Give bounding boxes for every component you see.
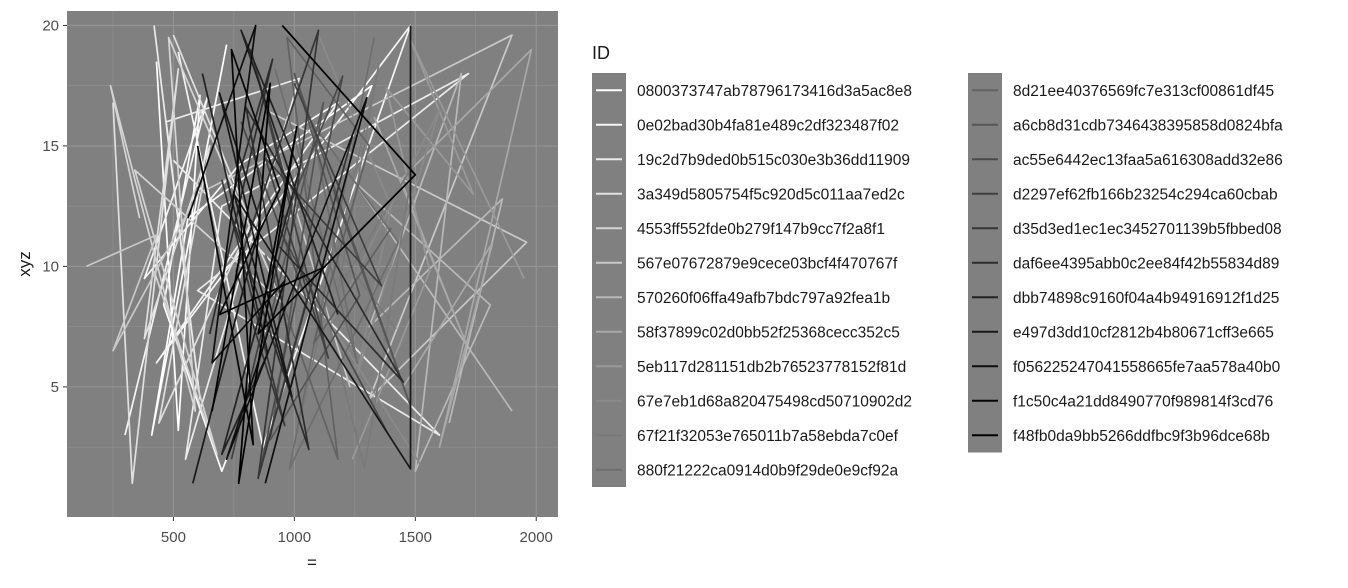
y-tick-label: 5 <box>51 379 59 396</box>
legend-label-3: 19c2d7b9ded0b515c030e3b36dd11909 <box>637 152 910 169</box>
series-line-16 <box>230 48 383 460</box>
x-tick-label: 1500 <box>399 529 432 546</box>
x-tick-label: 2000 <box>520 529 553 546</box>
x-tick-label: 1000 <box>278 529 311 546</box>
series-line-19 <box>201 29 339 456</box>
legend-label-2: 0e02bad30b4fa81e489c2df323487f02 <box>637 117 899 134</box>
legend-label-8: 58f37899c02d0bb52f25368cecc352c5 <box>637 324 900 341</box>
series-lines <box>85 24 533 485</box>
legend-label-1: 0800373747ab78796173416d3a5ac8e8 <box>637 83 912 100</box>
series-line-23 <box>211 24 417 485</box>
legend-label-16: d2297ef62fb166b23254c294ca60cbab <box>1013 186 1278 203</box>
legend-label-4: 3a349d5805754f5c920d5c011aa7ed2c <box>637 186 905 203</box>
series-line-20 <box>191 25 412 484</box>
series-line-8 <box>373 48 533 448</box>
legend-label-10: 67e7eb1d68a820475498cd50710902d2 <box>637 393 912 410</box>
series-line-22 <box>196 48 327 446</box>
series-line-12 <box>274 37 400 470</box>
y-tick-label: 15 <box>42 138 59 155</box>
legend-label-11: 67f21f32053e765011b7a58ebda7c0ef <box>637 428 899 445</box>
legend-label-13: 8d21ee40376569fc7e313cf00861df45 <box>1013 83 1274 100</box>
legend-label-5: 4553ff552fde0b279f147b9cc7f2a8f1 <box>637 221 885 238</box>
x-axis: 500 1000 1500 2000 <box>161 517 553 546</box>
legend-label-14: a6cb8d31cdb7346438395858d0824bfa <box>1013 117 1283 134</box>
legend-label-12: 880f21222ca0914d0b9f29de0e9cf92a <box>637 462 899 479</box>
legend-label-6: 567e07672879e9cece03bcf4f470767f <box>637 255 898 272</box>
legend-entries: 0800373747ab78796173416d3a5ac8e8 0e02bad3… <box>596 83 1283 479</box>
series-line-4 <box>112 34 252 485</box>
series-line-13 <box>264 36 392 461</box>
legend-label-21: f056225247041558665fe7aa578a40b0 <box>1013 359 1281 376</box>
legend-label-22: f1c50c4a21dd8490770f989814f3cd76 <box>1013 393 1273 410</box>
legend-key-background-col1 <box>592 73 626 487</box>
legend-label-7: 570260f06ffa49afb7bdc797a92fea1b <box>637 290 890 307</box>
legend-label-20: e497d3dd10cf2812b4b80671cff3e665 <box>1013 324 1274 341</box>
series-line-18 <box>208 58 405 451</box>
legend: ID 0800373747ab78796173416d3a5ac8e8 0e02b… <box>592 43 1283 487</box>
series-line-21 <box>187 24 368 484</box>
x-tick-label: 500 <box>161 529 186 546</box>
x-axis-title: = <box>307 553 317 572</box>
legend-label-19: dbb74898c9160f04a4b94916912f1d25 <box>1013 290 1279 307</box>
series-line-17 <box>220 29 354 480</box>
y-tick-label: 20 <box>42 17 59 34</box>
y-axis-title: xyz <box>15 251 34 277</box>
legend-label-15: ac55e6442ec13faa5a616308add32e86 <box>1013 152 1283 169</box>
legend-title: ID <box>592 43 610 63</box>
legend-label-17: d35d3ed1ec1ec3452701139b5fbbed08 <box>1013 221 1282 238</box>
legend-label-18: daf6ee4395abb0c2ee84f42b55834d89 <box>1013 255 1279 272</box>
series-line-1 <box>150 44 373 473</box>
legend-label-9: 5eb117d281151db2b76523778152f81d <box>637 359 906 376</box>
legend-label-23: f48fb0da9bb5266ddfbc9f3b96dce68b <box>1013 428 1270 445</box>
y-tick-label: 10 <box>42 258 59 275</box>
y-axis: 5 10 15 20 <box>42 17 67 396</box>
